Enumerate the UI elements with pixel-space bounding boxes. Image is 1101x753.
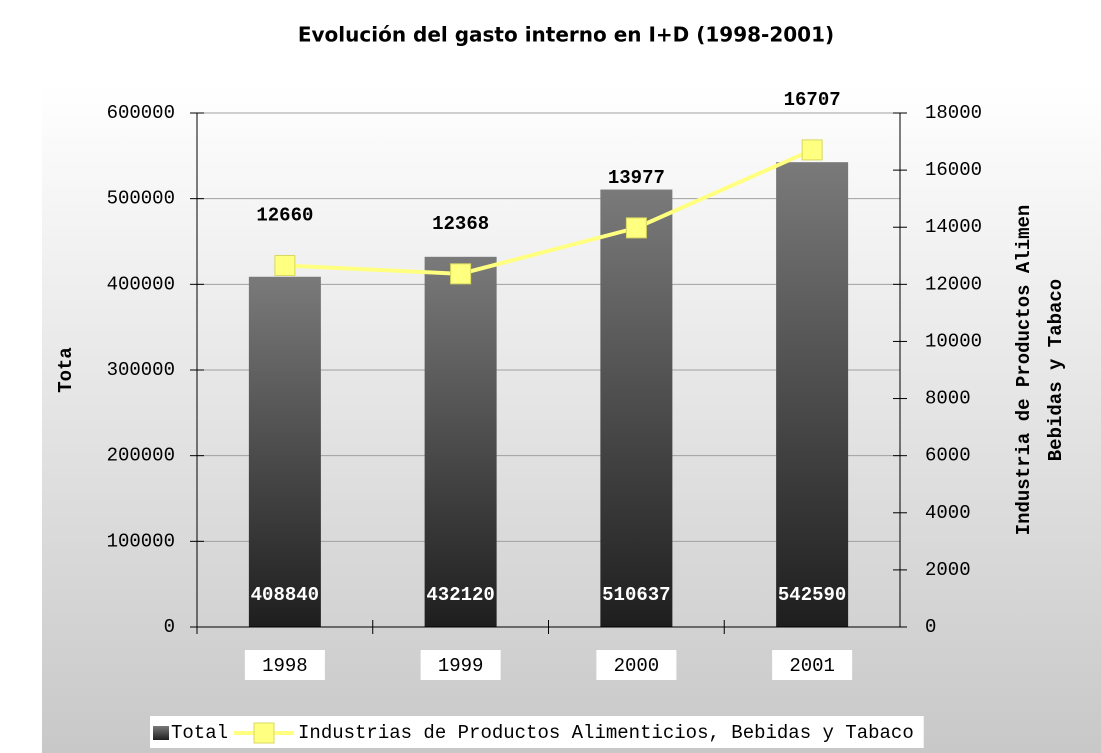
bar <box>600 189 673 627</box>
plot-background <box>42 85 1101 753</box>
y2-tick-label: 4000 <box>925 502 971 524</box>
x-tick-label: 1999 <box>438 655 484 677</box>
y2-tick-label: 16000 <box>925 159 982 181</box>
y2-axis-label: Industria de Productos Alimen <box>1013 205 1035 536</box>
bar-value-label: 542590 <box>778 584 846 606</box>
y2-tick-label: 8000 <box>925 388 971 410</box>
y2-tick-label: 6000 <box>925 445 971 467</box>
legend-swatch <box>153 726 169 740</box>
x-label-box <box>596 650 677 680</box>
marker <box>801 139 823 161</box>
marker <box>274 254 296 276</box>
y-axis-label: Tota <box>55 347 77 393</box>
line-value-label: 12660 <box>256 205 313 227</box>
x-label-box <box>420 650 501 680</box>
bar <box>776 162 849 628</box>
marker <box>450 263 472 285</box>
x-tick-label: 2001 <box>789 655 835 677</box>
legend-label: Industrias de Productos Alimenticios, Be… <box>298 722 914 744</box>
y-tick-label: 600000 <box>107 102 175 124</box>
bar-value-label: 408840 <box>251 584 319 606</box>
y2-axis-label: Bebidas y Tabaco <box>1045 279 1067 461</box>
y2-tick-label: 18000 <box>925 102 982 124</box>
line <box>284 148 813 276</box>
y-tick-label: 0 <box>164 616 175 638</box>
bar <box>248 276 321 627</box>
y2-tick-label: 12000 <box>925 273 982 295</box>
bar-value-label: 432120 <box>426 584 494 606</box>
y2-tick-label: 10000 <box>925 330 982 352</box>
y-tick-label: 400000 <box>107 273 175 295</box>
x-label-box <box>772 650 853 680</box>
y-tick-label: 500000 <box>107 188 175 210</box>
y-tick-label: 100000 <box>107 530 175 552</box>
bar-value-label: 510637 <box>602 584 670 606</box>
line-value-label: 12368 <box>432 213 489 235</box>
y2-tick-label: 0 <box>925 616 936 638</box>
line-value-label: 16707 <box>784 89 841 111</box>
y-tick-label: 300000 <box>107 359 175 381</box>
line-value-label: 13977 <box>608 167 665 189</box>
bar <box>424 256 497 627</box>
x-tick-label: 2000 <box>614 655 660 677</box>
y2-tick-label: 14000 <box>925 216 982 238</box>
marker <box>625 217 647 239</box>
y2-tick-label: 2000 <box>925 559 971 581</box>
legend-swatch <box>253 722 275 744</box>
y-tick-label: 200000 <box>107 445 175 467</box>
chart-title: Evolución del gasto interno en I+D (1998… <box>298 23 834 47</box>
legend-label: Total <box>171 722 228 744</box>
x-label-box <box>244 650 325 680</box>
x-tick-label: 1998 <box>262 655 308 677</box>
